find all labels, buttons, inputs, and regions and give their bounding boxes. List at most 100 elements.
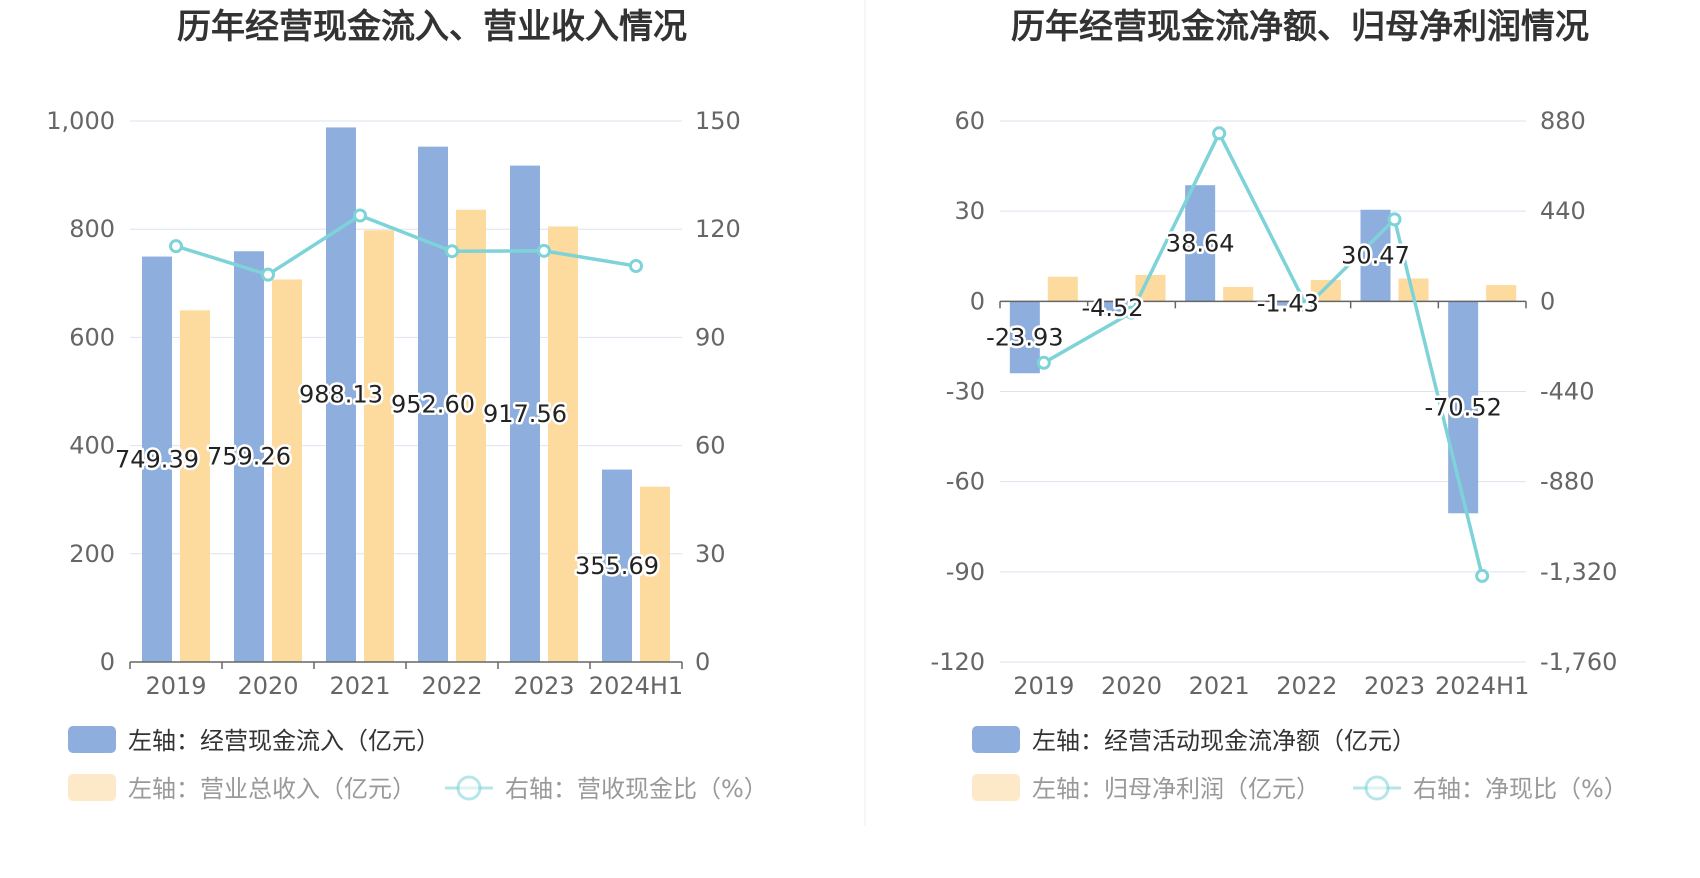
left-axis-tick: 400 xyxy=(69,432,115,460)
line-point xyxy=(261,267,275,282)
legend-swatch-series1 xyxy=(972,726,1020,753)
chart-title: 历年经营现金流净额、归母净利润情况 xyxy=(1011,7,1589,47)
category-label: 2023 xyxy=(513,672,574,700)
line-point xyxy=(169,239,183,254)
right-axis-tick: -1,760 xyxy=(1540,648,1617,676)
right-axis-tick: 60 xyxy=(695,432,726,460)
left-axis-tick: 200 xyxy=(69,540,115,568)
line-series xyxy=(1042,129,1484,577)
line-point xyxy=(1299,299,1314,314)
category-label: 2021 xyxy=(1189,672,1250,700)
line-point xyxy=(1212,126,1227,141)
right-axis-tick: 30 xyxy=(695,540,726,568)
bar-series2 xyxy=(640,486,670,662)
bar-series1 xyxy=(1009,301,1040,374)
left-axis-tick: 60 xyxy=(954,107,985,135)
legend-swatch-series1 xyxy=(68,726,116,753)
bar-series2 xyxy=(548,226,578,662)
left-axis-tick: 0 xyxy=(100,648,115,676)
bar-series1 xyxy=(602,469,632,662)
right-axis-tick: -1,320 xyxy=(1540,558,1617,586)
right-axis-tick: -440 xyxy=(1540,378,1594,406)
category-label: 2019 xyxy=(1013,672,1074,700)
bar-series1 xyxy=(234,251,264,662)
bar-series2 xyxy=(1047,276,1078,302)
legend-label: 左轴：经营现金流入（亿元） xyxy=(128,727,440,755)
data-label: 988.13 xyxy=(299,381,383,409)
data-label: -23.93 xyxy=(986,323,1063,351)
legend-swatch-line-marker xyxy=(456,775,482,801)
data-label: 917.56 xyxy=(483,400,567,428)
bar-series1 xyxy=(142,256,172,662)
right-axis-tick: -880 xyxy=(1540,468,1594,496)
line-point xyxy=(629,258,643,273)
data-label: 38.64 xyxy=(1166,229,1235,257)
left-axis-tick: -120 xyxy=(931,648,985,676)
bar-series1 xyxy=(1448,301,1479,514)
line-point xyxy=(537,243,551,258)
bar-series2 xyxy=(1486,285,1517,302)
bar-series2 xyxy=(364,230,394,663)
bar-series2 xyxy=(272,279,302,662)
bar-series1 xyxy=(1360,209,1391,302)
bar-series1 xyxy=(1097,301,1128,315)
bar-series1 xyxy=(1185,185,1216,302)
data-label: 30.47 xyxy=(1341,242,1410,270)
right-axis-tick: 0 xyxy=(695,648,710,676)
right-axis-tick: 120 xyxy=(695,215,741,243)
line-point xyxy=(1387,212,1402,227)
line-series xyxy=(175,213,637,277)
data-label: 759.26 xyxy=(207,443,291,471)
left-axis-tick: 600 xyxy=(69,323,115,351)
category-label: 2020 xyxy=(237,672,298,700)
right-axis-tick: 150 xyxy=(695,107,741,135)
category-label: 2019 xyxy=(145,672,206,700)
data-label: 355.69 xyxy=(575,552,659,580)
bar-series2 xyxy=(1223,286,1254,302)
category-label: 2023 xyxy=(1364,672,1425,700)
legend-label: 左轴：营业总收入（亿元） xyxy=(128,775,416,803)
left-axis-tick: 0 xyxy=(970,287,985,315)
bar-series1 xyxy=(418,146,448,662)
legend-label: 右轴：营收现金比（%） xyxy=(505,775,768,803)
legend-swatch-series2 xyxy=(68,774,116,801)
left-axis-tick: 30 xyxy=(954,197,985,225)
right-axis-tick: 0 xyxy=(1540,287,1555,315)
legend-swatch-series2 xyxy=(972,774,1020,801)
data-label: -70.52 xyxy=(1424,393,1501,421)
line-point xyxy=(445,244,459,259)
line-point xyxy=(1124,305,1139,320)
data-label: -4.52 xyxy=(1081,294,1143,322)
legend-label: 右轴：净现比（%） xyxy=(1413,775,1628,803)
bar-series1 xyxy=(326,127,356,662)
left-axis-tick: 800 xyxy=(69,215,115,243)
data-label: 749.39 xyxy=(115,445,199,473)
bar-series2 xyxy=(180,310,210,662)
right-axis-tick: 440 xyxy=(1540,197,1586,225)
bar-series1 xyxy=(1272,301,1303,306)
legend-label: 左轴：经营活动现金流净额（亿元） xyxy=(1032,727,1416,755)
right-axis-tick: 90 xyxy=(695,323,726,351)
left-axis-tick: 1,000 xyxy=(46,107,115,135)
right-axis-tick: 880 xyxy=(1540,107,1586,135)
category-label: 2024H1 xyxy=(1435,672,1529,700)
line-point xyxy=(353,208,367,223)
left-axis-tick: -30 xyxy=(946,378,985,406)
category-label: 2020 xyxy=(1101,672,1162,700)
category-label: 2022 xyxy=(421,672,482,700)
line-point xyxy=(1036,355,1051,370)
data-label: -1.43 xyxy=(1257,289,1319,317)
category-label: 2021 xyxy=(329,672,390,700)
left-axis-tick: -90 xyxy=(946,558,985,586)
data-label: 952.60 xyxy=(391,390,475,418)
bar-series2 xyxy=(456,209,486,662)
bar-series1 xyxy=(510,165,540,662)
legend-label: 左轴：归母净利润（亿元） xyxy=(1032,775,1320,803)
category-label: 2024H1 xyxy=(589,672,683,700)
chart-title: 历年经营现金流入、营业收入情况 xyxy=(177,7,687,47)
legend-swatch-line-marker xyxy=(1364,775,1390,801)
category-label: 2022 xyxy=(1276,672,1337,700)
left-axis-tick: -60 xyxy=(946,468,985,496)
